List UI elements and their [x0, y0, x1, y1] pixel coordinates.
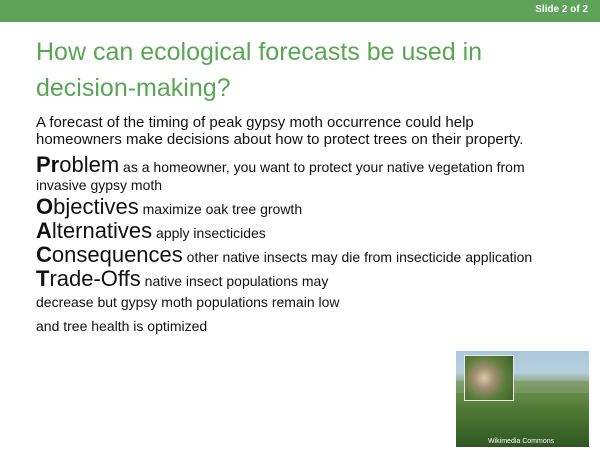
problem-initial: Pr — [36, 152, 60, 177]
slide-body: A forecast of the timing of peak gypsy m… — [36, 114, 556, 342]
objectives-heading: bjectives — [53, 194, 139, 219]
slide-number: Slide 2 of 2 — [535, 4, 588, 15]
tradeoffs-heading: rade-Offs — [49, 266, 141, 291]
top-banner: Slide 2 of 2 — [0, 0, 600, 22]
consequences-text: other native insects may die from insect… — [182, 249, 533, 265]
consequences-heading: onsequences — [51, 242, 183, 267]
tradeoffs-initial: T — [36, 266, 50, 291]
proact-consequences: Consequences other native insects may di… — [36, 244, 556, 266]
objectives-text: maximize oak tree growth — [138, 201, 303, 217]
proact-tradeoffs: Trade-Offs native insect populations may… — [36, 268, 556, 338]
tradeoffs-text-3: and tree health is optimized — [36, 318, 208, 334]
alternatives-initial: A — [36, 218, 52, 243]
intro-paragraph: A forecast of the timing of peak gypsy m… — [36, 114, 524, 148]
alternatives-text: apply insecticides — [152, 225, 266, 241]
objectives-initial: O — [36, 194, 54, 219]
consequences-initial: C — [36, 242, 52, 267]
proact-problem: Problem as a homeowner, you want to prot… — [36, 154, 556, 194]
proact-alternatives: Alternatives apply insecticides — [36, 220, 556, 242]
caterpillar-inset-image — [464, 355, 514, 401]
tradeoffs-text-2: decrease but gypsy moth populations rema… — [36, 294, 340, 310]
photo-credit: Wikimedia Commons — [488, 438, 555, 445]
tradeoffs-text-1: native insect populations may — [140, 273, 329, 289]
slide-title: How can ecological forecasts be used in … — [36, 38, 483, 102]
problem-text: as a homeowner, you want to protect your… — [36, 159, 525, 193]
proact-objectives: Objectives maximize oak tree growth — [36, 196, 556, 218]
problem-heading: oblem — [59, 152, 120, 177]
alternatives-heading: lternatives — [51, 218, 153, 243]
forest-photo: Wikimedia Commons — [456, 351, 589, 447]
